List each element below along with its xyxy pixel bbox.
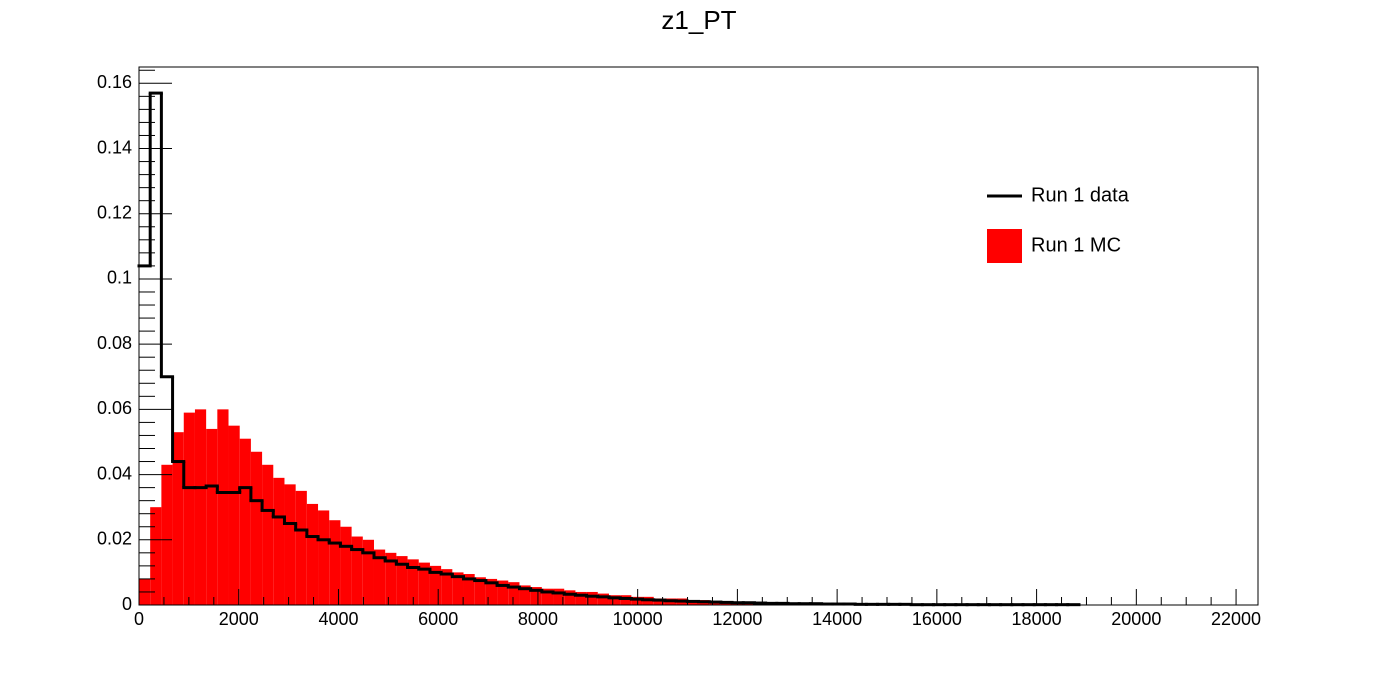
legend-label: Run 1 MC [1031, 234, 1121, 256]
legend-label: Run 1 data [1031, 184, 1130, 206]
bar [586, 591, 598, 605]
x-tick-label: 20000 [1111, 609, 1161, 629]
bar [474, 577, 486, 605]
bar [441, 569, 453, 605]
bar [519, 585, 531, 605]
x-tick-label: 14000 [812, 609, 862, 629]
bar [161, 464, 173, 605]
bar [351, 536, 363, 605]
y-tick-label: 0.02 [97, 529, 132, 549]
y-tick-label: 0.12 [97, 202, 132, 222]
bar [631, 596, 643, 605]
bar [194, 409, 207, 605]
bar [608, 595, 621, 605]
bar [620, 595, 632, 605]
x-tick-label: 18000 [1012, 609, 1062, 629]
y-tick-label: 0.04 [97, 463, 132, 483]
x-tick-label: 6000 [418, 609, 458, 629]
x-tick-label: 10000 [613, 609, 663, 629]
bar [385, 552, 397, 605]
bar [564, 590, 576, 605]
x-tick-label: 4000 [318, 609, 358, 629]
bar [452, 572, 464, 605]
bar [250, 451, 263, 605]
bar [340, 526, 352, 605]
bar [150, 507, 162, 605]
bar [262, 464, 274, 605]
bar [373, 549, 386, 605]
y-tick-label: 0.14 [97, 137, 132, 157]
bar [228, 425, 240, 605]
bar [653, 598, 665, 605]
x-tick-label: 12000 [712, 609, 762, 629]
bar [463, 574, 475, 605]
bar [396, 556, 408, 605]
bar [295, 490, 307, 605]
y-tick-label: 0 [122, 594, 132, 614]
bar [183, 412, 195, 605]
bar [541, 588, 554, 605]
bar [597, 593, 609, 605]
bar [553, 588, 565, 605]
bar [172, 432, 184, 605]
bar [206, 428, 218, 605]
bar [485, 578, 498, 605]
bar [217, 409, 229, 605]
bar [362, 539, 374, 605]
bar [318, 510, 330, 605]
y-tick-label: 0.16 [97, 72, 132, 92]
x-tick-label: 16000 [912, 609, 962, 629]
bar [497, 580, 509, 605]
bar [508, 582, 520, 605]
x-tick-label: 2000 [219, 609, 259, 629]
bar [273, 477, 285, 605]
bar [239, 438, 251, 605]
legend-swatch [987, 229, 1022, 263]
bar [329, 520, 341, 605]
y-tick-label: 0.06 [97, 398, 132, 418]
bar [407, 559, 419, 605]
bar [306, 503, 319, 605]
y-tick-label: 0.08 [97, 333, 132, 353]
x-tick-label: 22000 [1211, 609, 1261, 629]
bar [418, 562, 430, 605]
bar [530, 587, 542, 605]
x-tick-label: 8000 [518, 609, 558, 629]
y-tick-label: 0.1 [107, 268, 132, 288]
bar [575, 591, 587, 605]
chart-title: z1_PT [661, 5, 736, 35]
bar [429, 565, 442, 605]
x-tick-label: 0 [134, 609, 144, 629]
bar [284, 484, 296, 605]
